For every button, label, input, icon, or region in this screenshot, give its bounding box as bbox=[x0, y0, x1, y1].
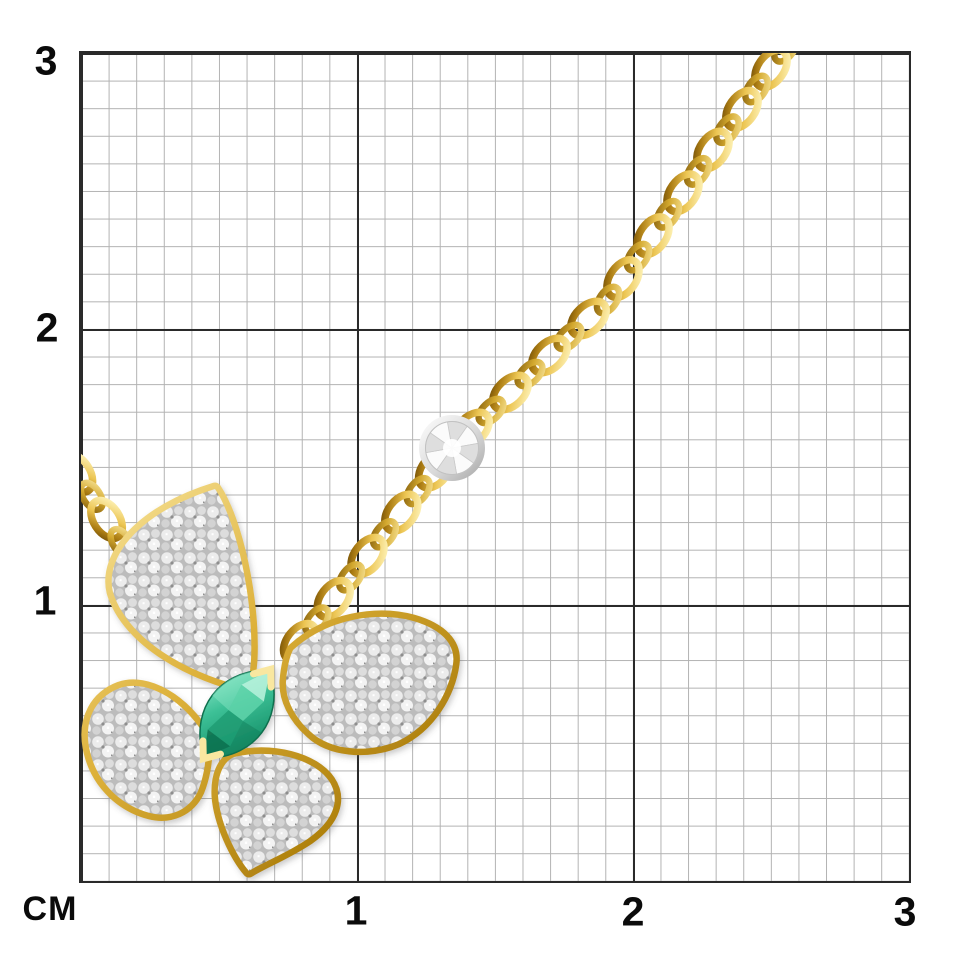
y-axis-tick-label-2: 2 bbox=[35, 304, 59, 351]
x-axis-tick-label-3: 3 bbox=[893, 888, 917, 935]
y-axis-tick-label-1: 1 bbox=[33, 577, 57, 624]
unit-label: CM bbox=[22, 890, 78, 928]
y-axis-tick-label-3: 3 bbox=[34, 37, 58, 84]
x-axis-tick-label-1: 1 bbox=[344, 887, 368, 934]
x-axis-tick-label-2: 2 bbox=[621, 888, 645, 935]
measurement-grid bbox=[79, 51, 911, 883]
